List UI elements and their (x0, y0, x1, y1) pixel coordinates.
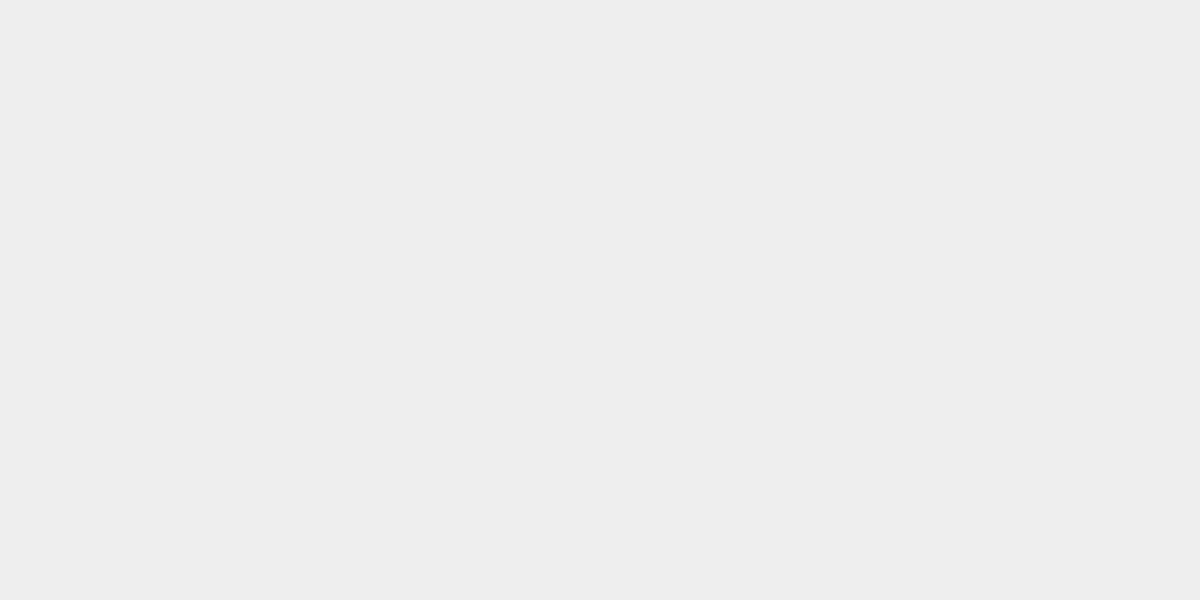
legend-swatch-moving-average (585, 586, 609, 589)
legend-item-moving-average (585, 580, 615, 594)
legend (0, 580, 1200, 594)
legend-item-gpu-load (642, 580, 672, 594)
chart-container (0, 0, 1200, 600)
chart-svg (0, 0, 1200, 574)
legend-swatch-gpu-load (642, 586, 666, 589)
legend-swatch-frametimes (528, 586, 552, 589)
legend-item-frametimes (528, 580, 558, 594)
